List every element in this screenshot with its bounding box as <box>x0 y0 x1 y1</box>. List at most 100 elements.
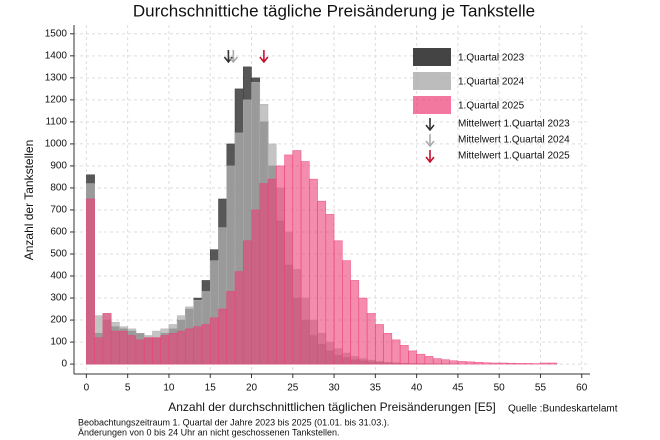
y-tick-label: 600 <box>50 227 67 238</box>
y-tick-label: 1400 <box>45 50 68 61</box>
y-tick-label: 500 <box>50 249 67 260</box>
histogram-bar <box>309 178 318 365</box>
legend-swatch <box>413 48 451 66</box>
y-tick-label: 400 <box>50 271 67 282</box>
y-tick-label: 700 <box>50 205 67 216</box>
histogram-bar <box>209 317 219 365</box>
x-tick-label: 10 <box>163 383 175 394</box>
x-tick-label: 5 <box>125 383 131 394</box>
histogram-bar <box>160 335 170 365</box>
legend-label: Mittelwert 1.Quartal 2025 <box>458 151 570 162</box>
histogram-bar <box>366 313 376 365</box>
histogram-bar <box>523 363 533 365</box>
histogram-bar <box>251 209 261 365</box>
histogram-bar <box>242 240 252 365</box>
chart-title: Durchschnittiche tägliche Preisänderung … <box>133 1 535 20</box>
histogram-bar <box>300 161 310 365</box>
x-tick-label: 20 <box>246 383 258 394</box>
y-tick-label: 900 <box>50 161 67 172</box>
histogram-bar <box>193 326 203 365</box>
legend-swatch <box>413 96 451 114</box>
x-tick-label: 30 <box>329 383 341 394</box>
x-tick-label: 15 <box>205 383 217 394</box>
histogram-bar <box>482 362 492 365</box>
histogram-bar <box>342 260 351 365</box>
histogram-bar <box>465 361 475 365</box>
histogram-bar <box>391 339 401 365</box>
note: Beobachtungszeitraum 1. Quartal der Jahr… <box>78 417 389 427</box>
histogram-bar <box>424 356 434 365</box>
histogram-bar <box>218 308 227 365</box>
histogram-bar <box>259 183 269 365</box>
histogram-bar <box>168 333 178 365</box>
histogram-bar <box>135 339 145 365</box>
x-axis-label: Anzahl der durchschnittlichen täglichen … <box>168 400 496 414</box>
histogram-bar <box>201 324 211 365</box>
histogram-bar <box>548 362 558 365</box>
x-tick-label: 60 <box>576 383 588 394</box>
legend-label: 1.Quartal 2024 <box>458 77 525 88</box>
histogram-bar <box>276 165 285 365</box>
y-tick-label: 800 <box>50 183 67 194</box>
y-tick-label: 1500 <box>45 28 68 39</box>
mean-arrow-head <box>259 56 269 64</box>
histogram-bar <box>185 328 194 365</box>
legend-label: 1.Quartal 2025 <box>458 101 525 112</box>
y-tick-label: 1000 <box>45 139 68 150</box>
histogram-bar <box>375 324 384 365</box>
histogram-bar <box>441 359 450 365</box>
legend-arrow-head <box>425 140 435 148</box>
histogram-bar <box>474 362 483 365</box>
x-tick-label: 0 <box>84 383 90 394</box>
y-tick-label: 300 <box>50 293 67 304</box>
legend-label: Mittelwert 1.Quartal 2023 <box>458 119 570 130</box>
histogram-bar <box>408 350 417 365</box>
source: Quelle :Bundeskartelamt <box>508 404 618 415</box>
legend-swatch <box>413 72 451 90</box>
histogram-bar <box>507 362 516 365</box>
note: Änderungen von 0 bis 24 Uhr an nicht ges… <box>78 427 340 437</box>
x-tick-label: 25 <box>287 383 299 394</box>
histogram-bar <box>86 198 95 365</box>
legend-arrow-head <box>425 156 435 164</box>
y-axis-label: Anzahl der Tankstellen <box>22 140 36 261</box>
histogram-bar <box>383 333 393 365</box>
histogram-bar <box>540 362 549 365</box>
histogram-bar <box>234 271 244 365</box>
x-tick-label: 40 <box>411 383 423 394</box>
legend-label: Mittelwert 1.Quartal 2024 <box>458 135 570 146</box>
y-tick-label: 1300 <box>45 72 68 83</box>
y-tick-label: 0 <box>61 359 67 370</box>
histogram-bar <box>284 154 294 365</box>
histogram-bar <box>317 200 327 365</box>
histogram-bar <box>399 345 409 365</box>
histogram-bar <box>358 297 368 365</box>
histogram-bar <box>457 361 467 365</box>
histogram-bar <box>432 358 442 365</box>
histogram-bar <box>267 178 277 365</box>
histogram-bar <box>515 363 525 365</box>
histogram-bar <box>176 330 186 365</box>
mean-arrow-head <box>228 56 238 64</box>
histogram-bar <box>292 150 302 365</box>
histogram-bar <box>498 362 508 365</box>
histogram-bar <box>143 337 153 365</box>
legend-arrow-head <box>425 124 435 132</box>
histogram-bar <box>333 240 343 365</box>
histogram-bar <box>119 330 128 365</box>
histogram-bar <box>449 360 459 365</box>
histogram-bar <box>325 214 335 365</box>
histogram-bar <box>127 335 137 365</box>
x-tick-label: 55 <box>535 383 547 394</box>
histogram-bar <box>490 362 500 365</box>
y-tick-label: 200 <box>50 315 67 326</box>
histogram-bar <box>350 280 360 365</box>
histogram-bar <box>152 337 161 365</box>
histogram-bar <box>102 313 112 365</box>
y-tick-label: 100 <box>50 337 67 348</box>
histogram-bar <box>416 353 426 365</box>
legend-label: 1.Quartal 2023 <box>458 53 525 64</box>
y-tick-label: 1100 <box>45 117 67 128</box>
histogram-bar <box>94 337 104 365</box>
